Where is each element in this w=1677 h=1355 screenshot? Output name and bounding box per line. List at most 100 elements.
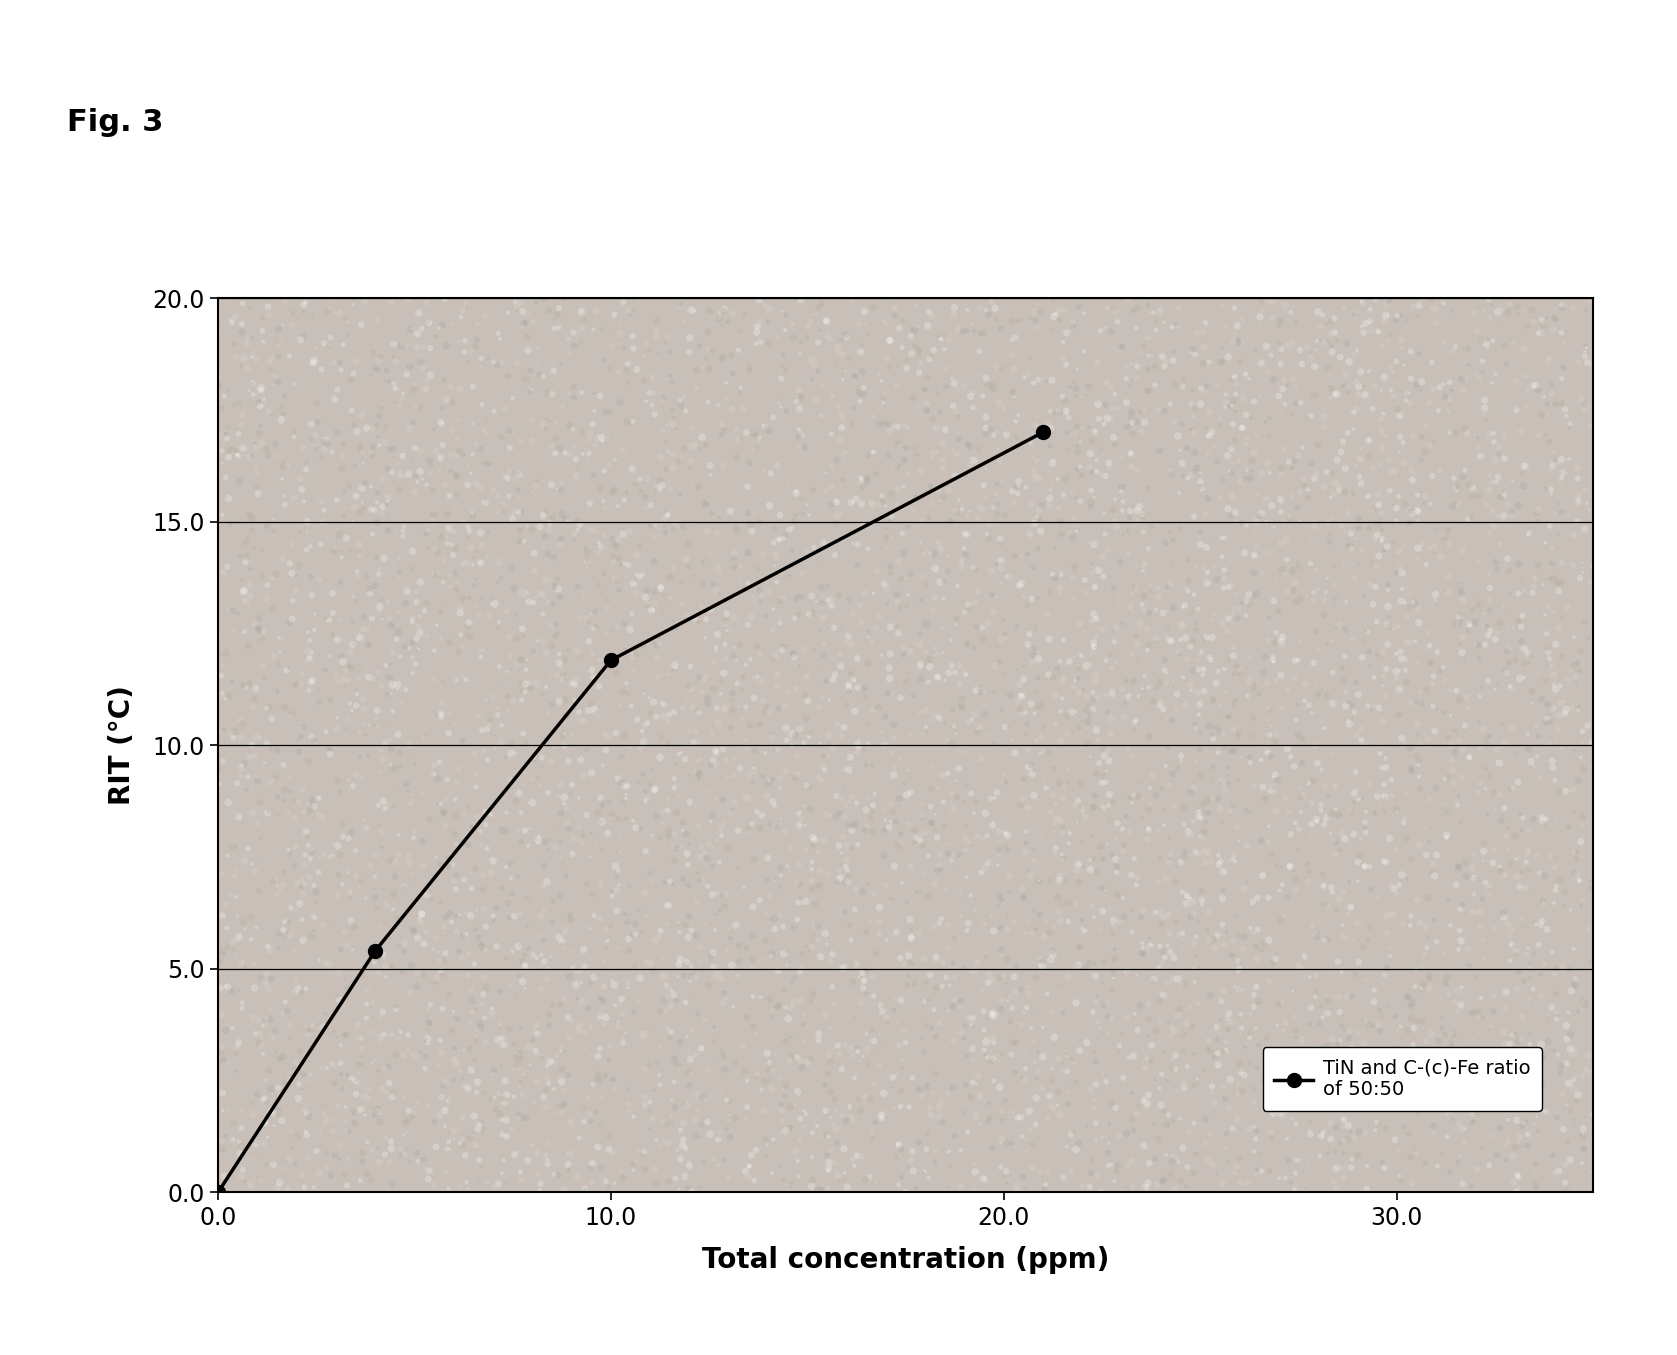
Point xyxy=(1045,577,1072,599)
Point xyxy=(758,1005,785,1027)
Point xyxy=(1400,463,1427,485)
Point xyxy=(1063,378,1090,400)
Point xyxy=(817,1016,844,1038)
Point xyxy=(446,598,473,619)
Point xyxy=(1498,678,1524,699)
Point xyxy=(319,602,345,623)
Point xyxy=(263,767,290,789)
Point xyxy=(937,629,964,650)
Point xyxy=(1060,1053,1087,1075)
Point xyxy=(1471,1099,1498,1121)
Point xyxy=(1174,580,1201,602)
Point xyxy=(345,501,372,523)
Point xyxy=(569,421,595,443)
Point xyxy=(636,791,662,813)
Point xyxy=(1167,629,1194,650)
Point xyxy=(1333,591,1360,612)
Point xyxy=(629,564,656,585)
Point xyxy=(1207,415,1234,436)
Point xyxy=(243,726,270,748)
Point xyxy=(1375,996,1402,1018)
Point xyxy=(334,862,361,883)
Point xyxy=(1491,1034,1518,1056)
Point xyxy=(1555,817,1581,839)
Point xyxy=(1323,1041,1350,1062)
Point xyxy=(991,337,1018,359)
Point xyxy=(1254,451,1281,473)
Point xyxy=(810,1075,837,1096)
Point xyxy=(724,672,751,694)
Point xyxy=(620,1001,647,1023)
Point xyxy=(963,1180,989,1202)
Point xyxy=(788,958,815,980)
Point xyxy=(589,839,615,860)
Point xyxy=(1482,629,1509,650)
Point xyxy=(1508,1084,1534,1106)
Point xyxy=(1067,614,1093,635)
Point xyxy=(272,389,299,411)
Point xyxy=(1280,1008,1306,1030)
Point xyxy=(671,965,698,986)
Point xyxy=(1196,325,1223,347)
Point xyxy=(523,947,550,969)
Point xyxy=(674,1042,701,1064)
Point xyxy=(644,665,671,687)
Point xyxy=(1404,724,1430,745)
Point xyxy=(869,1037,896,1058)
Point xyxy=(1491,864,1518,886)
Point xyxy=(991,664,1018,686)
Point xyxy=(1375,615,1402,637)
Point xyxy=(530,537,557,558)
Point xyxy=(1338,802,1365,824)
Point xyxy=(1327,687,1353,709)
Point xyxy=(350,606,377,627)
Point xyxy=(555,638,582,660)
Point xyxy=(1290,785,1316,806)
Point xyxy=(966,1081,993,1103)
Point xyxy=(890,1020,917,1042)
Point xyxy=(1209,546,1236,568)
Point xyxy=(253,1008,280,1030)
Point xyxy=(1269,634,1296,656)
Point xyxy=(917,965,944,986)
Point xyxy=(766,504,793,526)
Point xyxy=(1259,306,1286,328)
Point xyxy=(414,883,441,905)
Point xyxy=(1545,1043,1571,1065)
Point xyxy=(1375,1092,1402,1114)
Point xyxy=(897,840,924,862)
Point xyxy=(1246,836,1273,858)
Point xyxy=(1166,924,1192,946)
Point xyxy=(285,1060,312,1081)
Point xyxy=(413,921,439,943)
Point xyxy=(317,610,344,631)
Point xyxy=(1439,1023,1466,1045)
Point xyxy=(667,948,694,970)
Point xyxy=(461,953,488,974)
Point xyxy=(299,642,325,664)
Point xyxy=(1352,1009,1378,1031)
Point xyxy=(812,759,838,780)
Point xyxy=(1199,724,1226,745)
Point xyxy=(609,772,636,794)
Point xyxy=(828,827,855,848)
Point xyxy=(1548,294,1575,316)
Point xyxy=(1313,581,1340,603)
Point xyxy=(419,480,446,501)
Point xyxy=(802,304,828,325)
Point xyxy=(1503,978,1529,1000)
Point xyxy=(272,1160,299,1182)
Point xyxy=(1263,669,1290,691)
Point xyxy=(476,604,503,626)
Point xyxy=(971,1171,998,1192)
Point xyxy=(1481,782,1508,804)
Point xyxy=(862,1111,889,1133)
Point xyxy=(1385,398,1412,420)
Point xyxy=(1441,467,1467,489)
Point xyxy=(1269,438,1296,459)
Point xyxy=(877,562,904,584)
Point xyxy=(1436,890,1462,912)
Point xyxy=(1093,760,1120,782)
Point xyxy=(612,902,639,924)
Point xyxy=(1285,497,1311,519)
